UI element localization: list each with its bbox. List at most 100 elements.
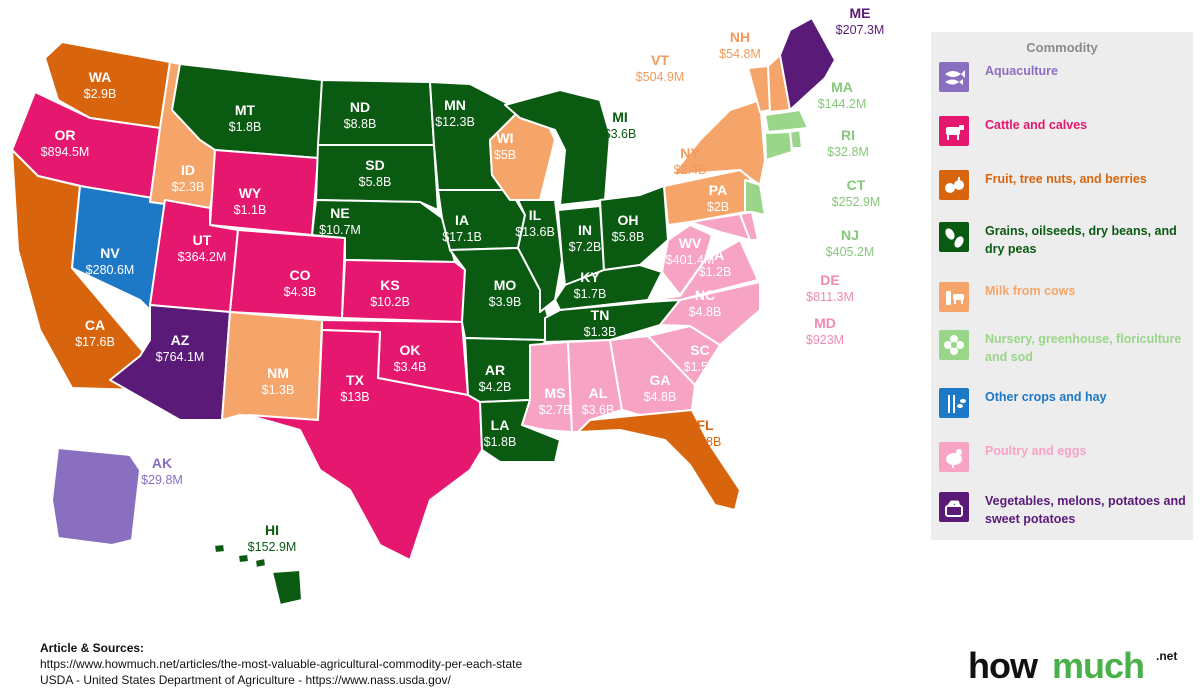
state-ct[interactable] [764, 131, 793, 161]
state-me[interactable] [779, 17, 836, 111]
legend-label: Milk from cows [985, 284, 1076, 298]
milk-icon [939, 282, 969, 312]
state-value-sc: $1.5B [684, 360, 717, 374]
state-code-mi: MI [612, 109, 628, 125]
legend-item-poultry[interactable]: Poultry and eggs [939, 442, 1189, 476]
state-value-mo: $3.9B [489, 295, 522, 309]
state-value-in: $7.2B [569, 240, 602, 254]
state-value-ia: $17.1B [442, 230, 482, 244]
state-ks[interactable] [341, 259, 466, 323]
legend-label: Aquaculture [985, 64, 1058, 78]
state-value-id: $2.3B [172, 180, 205, 194]
state-code-ks: KS [380, 277, 399, 293]
state-hi-2[interactable] [254, 557, 267, 569]
state-value-ne: $10.7M [319, 223, 361, 237]
state-ak[interactable] [51, 447, 141, 546]
state-code-me: ME [850, 5, 871, 21]
state-code-la: LA [491, 417, 510, 433]
state-value-co: $4.3B [284, 285, 317, 299]
state-code-ky: KY [580, 269, 600, 285]
state-value-or: $894.5M [41, 145, 90, 159]
state-value-mi: $3.6B [604, 127, 637, 141]
state-fl[interactable] [577, 409, 741, 511]
state-value-md: $923M [806, 333, 844, 347]
state-code-ri: RI [841, 127, 855, 143]
state-value-nv: $280.6M [86, 263, 135, 277]
legend-item-nursery[interactable]: Nursery, greenhouse, floriculture and so… [939, 330, 1189, 364]
state-value-wa: $2.9B [84, 87, 117, 101]
state-value-vt: $504.9M [636, 70, 685, 84]
state-code-ok: OK [400, 342, 421, 358]
state-code-az: AZ [171, 332, 190, 348]
state-code-sc: SC [690, 342, 709, 358]
state-value-ks: $10.2B [370, 295, 410, 309]
state-value-il: $13.6B [515, 225, 555, 239]
state-co[interactable] [229, 229, 346, 319]
state-value-la: $1.8B [484, 435, 517, 449]
legend-item-grains[interactable]: Grains, oilseeds, dry beans, and dry pea… [939, 222, 1189, 256]
state-value-ct: $252.9M [832, 195, 881, 209]
state-nd[interactable] [317, 79, 435, 146]
state-code-tn: TN [591, 307, 610, 323]
state-hi-1[interactable] [271, 569, 303, 606]
state-value-oh: $5.8B [612, 230, 645, 244]
legend-item-other-crops[interactable]: Other crops and hay [939, 388, 1189, 422]
state-value-ms: $2.7B [539, 403, 572, 417]
state-code-al: AL [589, 385, 608, 401]
state-ma[interactable] [764, 109, 809, 133]
state-oh[interactable] [599, 185, 669, 271]
state-code-wi: WI [496, 130, 513, 146]
state-value-wv: $401.4M [666, 253, 715, 267]
state-value-ut: $364.2M [178, 250, 227, 264]
legend-item-milk[interactable]: Milk from cows [939, 282, 1189, 316]
state-hi-4[interactable] [213, 543, 226, 554]
state-value-nh: $54.8M [719, 47, 761, 61]
legend-label: Other crops and hay [985, 390, 1107, 404]
state-code-co: CO [290, 267, 311, 283]
state-il[interactable] [517, 199, 563, 313]
legend-item-aquaculture[interactable]: Aquaculture [939, 62, 1189, 96]
source-usda[interactable]: USDA - United States Department of Agric… [40, 673, 451, 687]
state-value-de: $811.3M [806, 290, 854, 304]
fish-icon [939, 62, 969, 92]
state-code-or: OR [55, 127, 76, 143]
state-value-al: $3.6B [582, 403, 615, 417]
state-hi-3[interactable] [237, 553, 250, 564]
state-sd[interactable] [315, 144, 439, 211]
state-code-hi: HI [265, 522, 279, 538]
state-code-de: DE [820, 272, 839, 288]
state-code-mn: MN [444, 97, 466, 113]
state-labels: WA $2.9B OR $894.5M CA $17.6B NV $280.6M ID $2.3B… [41, 5, 885, 554]
state-value-ga: $4.8B [644, 390, 677, 404]
state-value-ak: $29.8M [141, 473, 183, 487]
state-tx[interactable] [247, 329, 483, 561]
state-value-hi: $152.9M [248, 540, 297, 554]
chicken-icon [939, 442, 969, 472]
state-value-sd: $5.8B [359, 175, 392, 189]
legend-item-vegetables[interactable]: Vegetables, melons, potatoes and sweet p… [939, 492, 1189, 526]
state-wy[interactable] [209, 149, 319, 236]
state-code-ar: AR [485, 362, 505, 378]
state-code-vt: VT [651, 52, 669, 68]
state-code-ne: NE [330, 205, 349, 221]
state-value-nm: $1.3B [262, 383, 295, 397]
state-code-oh: OH [618, 212, 639, 228]
state-code-nd: ND [350, 99, 370, 115]
state-code-ut: UT [193, 232, 212, 248]
state-value-me: $207.3M [836, 23, 885, 37]
state-nj[interactable] [744, 179, 766, 216]
legend-label: Poultry and eggs [985, 444, 1087, 458]
legend-item-cattle[interactable]: Cattle and calves [939, 116, 1189, 150]
state-value-nj: $405.2M [826, 245, 875, 259]
howmuch-logo[interactable]: how much .net [968, 645, 1193, 689]
state-value-wi: $5B [494, 148, 516, 162]
state-code-mt: MT [235, 102, 256, 118]
state-wv[interactable] [661, 224, 713, 296]
source-link-howmuch[interactable]: https://www.howmuch.net/articles/the-mos… [40, 657, 523, 671]
state-code-va: VA [706, 247, 724, 263]
state-code-ca: CA [85, 317, 105, 333]
state-mi[interactable] [504, 89, 611, 206]
state-code-md: MD [814, 315, 836, 331]
legend-item-fruit[interactable]: Fruit, tree nuts, and berries [939, 170, 1189, 204]
state-code-ms: MS [545, 385, 566, 401]
